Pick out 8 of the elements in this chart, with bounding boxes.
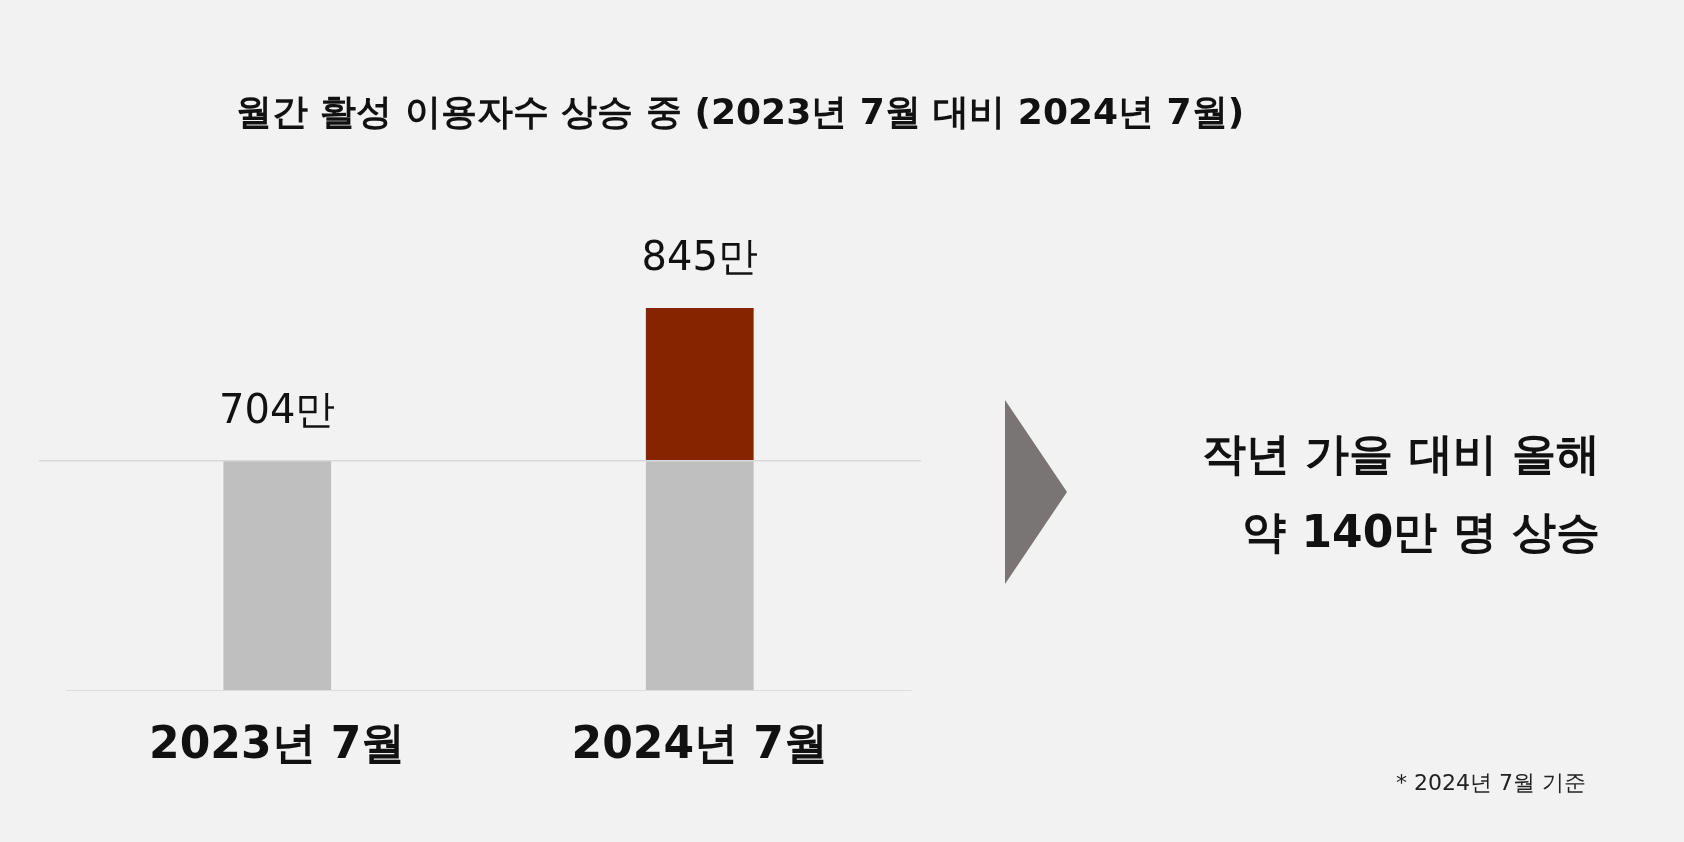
- annotation: 845만: [641, 233, 758, 280]
- text: 작년 가을 대비 올해: [1202, 427, 1600, 481]
- annotation: 704만: [219, 385, 336, 432]
- x-tick-label: 2023년 7월: [149, 716, 406, 768]
- x-tick-label: 2024년 7월: [571, 716, 828, 768]
- chart-title: 월간 활성 이용자수 상승 중 (2023년 7월 대비 2024년 7월): [234, 90, 1246, 134]
- text: 약 140만 명 상승: [1242, 505, 1600, 559]
- text: * 2024년 7월 기준: [1396, 769, 1586, 797]
